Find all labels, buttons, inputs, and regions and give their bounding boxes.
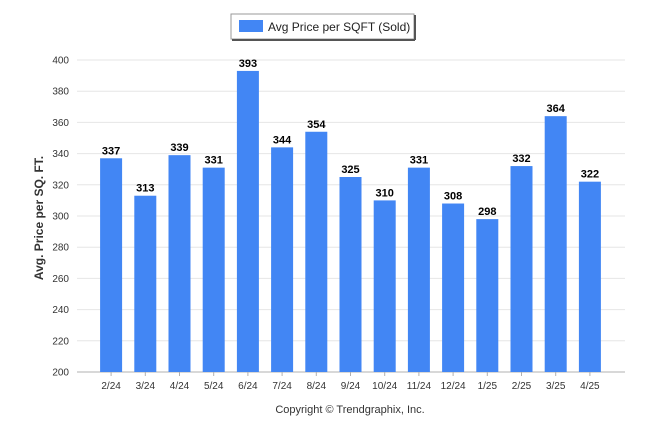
y-tick-label: 380 — [52, 87, 69, 98]
bar[interactable] — [373, 200, 396, 372]
bar[interactable] — [442, 203, 465, 372]
x-tick-label: 4/25 — [580, 381, 600, 392]
y-tick-label: 240 — [52, 305, 69, 316]
bar[interactable] — [544, 116, 567, 372]
bar[interactable] — [271, 147, 294, 372]
x-tick-label: 12/24 — [441, 381, 466, 392]
axes: 200 220 240 260 280 300 320 340 360 380 400 2/24 3/2… — [52, 56, 625, 392]
y-tick-label: 320 — [52, 180, 69, 191]
bar[interactable] — [236, 70, 259, 373]
bar[interactable] — [305, 131, 328, 372]
bars — [100, 70, 601, 373]
bar[interactable] — [407, 167, 430, 372]
legend[interactable]: Avg Price per SQFT (Sold) — [230, 13, 416, 41]
x-tick-label: 2/24 — [101, 381, 121, 392]
x-tick-label: 1/25 — [478, 381, 498, 392]
y-tick-label: 340 — [52, 149, 69, 160]
bar-value-label: 308 — [444, 191, 462, 203]
x-tick-label: 8/24 — [307, 381, 327, 392]
x-tick-label: 9/24 — [341, 381, 361, 392]
bar-value-label: 313 — [136, 183, 154, 195]
x-tick-label: 4/24 — [170, 381, 190, 392]
bar-value-label: 393 — [239, 58, 257, 70]
legend-label: Avg Price per SQFT (Sold) — [268, 20, 410, 34]
bar-value-label: 331 — [205, 155, 223, 167]
x-tick-label: 3/24 — [136, 381, 156, 392]
bar[interactable] — [476, 219, 499, 372]
x-tick-label: 3/25 — [546, 381, 566, 392]
bar[interactable] — [339, 177, 362, 372]
bar-value-label: 339 — [170, 142, 188, 154]
bar-value-label: 344 — [273, 134, 292, 146]
bar-value-label: 325 — [341, 164, 359, 176]
y-tick-label: 260 — [52, 274, 69, 285]
y-tick-label: 280 — [52, 243, 69, 254]
y-tick-label: 300 — [52, 212, 69, 223]
x-tick-label: 11/24 — [407, 381, 432, 392]
x-tick-label: 10/24 — [372, 381, 397, 392]
x-tick-label: 6/24 — [238, 381, 258, 392]
data-labels: 337 313 339 331 393 344 354 325 310 331 308 298 332 3… — [102, 58, 599, 218]
bar-value-label: 310 — [376, 187, 394, 199]
bar-value-label: 354 — [307, 119, 326, 131]
bar-value-label: 298 — [478, 206, 496, 218]
bar-value-label: 337 — [102, 145, 120, 157]
bar[interactable] — [168, 155, 191, 372]
bar-value-label: 322 — [581, 169, 599, 181]
bar-value-label: 332 — [512, 153, 530, 165]
y-tick-label: 200 — [52, 368, 69, 379]
y-tick-label: 220 — [52, 336, 69, 347]
bar-value-label: 331 — [410, 155, 428, 167]
y-tick-label: 400 — [52, 56, 69, 67]
x-tick-label: 5/24 — [204, 381, 224, 392]
bar-value-label: 364 — [547, 103, 566, 115]
bar[interactable] — [510, 166, 533, 372]
bar[interactable] — [578, 181, 601, 372]
x-tick-label: 7/24 — [272, 381, 292, 392]
copyright-footer: Copyright © Trendgraphix, Inc. — [275, 404, 424, 416]
legend-swatch — [239, 20, 263, 32]
y-tick-label: 360 — [52, 118, 69, 129]
bar[interactable] — [202, 167, 225, 372]
y-axis-label: Avg. Price per SQ. FT. — [32, 156, 46, 280]
bar[interactable] — [134, 195, 157, 372]
x-tick-label: 2/25 — [512, 381, 532, 392]
bar[interactable] — [100, 158, 123, 372]
